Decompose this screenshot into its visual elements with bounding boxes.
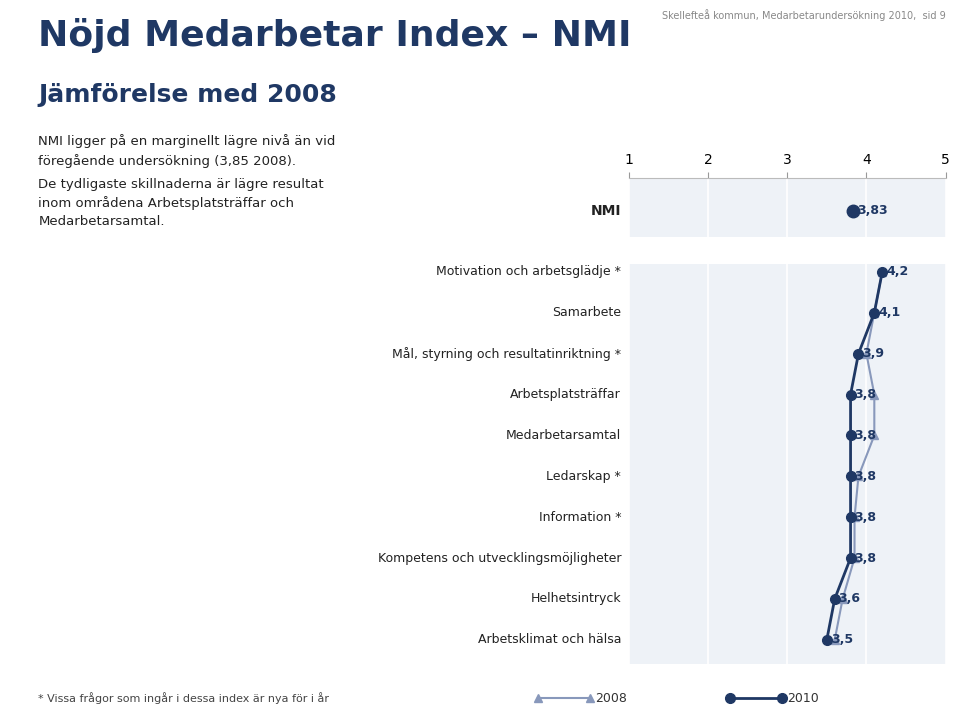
- Text: Information *: Information *: [539, 510, 621, 523]
- Text: Motivation och arbetsglädje *: Motivation och arbetsglädje *: [436, 266, 621, 278]
- Text: Kompetens och utvecklingsmöjligheter: Kompetens och utvecklingsmöjligheter: [377, 552, 621, 565]
- Text: NMI: NMI: [590, 203, 621, 218]
- Text: 3,83: 3,83: [857, 204, 888, 217]
- Text: 4,1: 4,1: [878, 306, 900, 319]
- Text: De tydligaste skillnaderna är lägre resultat
inom områdena Arbetsplatsträffar oc: De tydligaste skillnaderna är lägre resu…: [38, 178, 324, 228]
- Text: 2010: 2010: [787, 692, 819, 705]
- Text: 2008: 2008: [595, 692, 627, 705]
- Text: Skellefteå kommun, Medarbetarundersökning 2010,  sid 9: Skellefteå kommun, Medarbetarundersöknin…: [661, 9, 946, 20]
- Text: 3,8: 3,8: [854, 470, 876, 483]
- Text: Helhetsintryck: Helhetsintryck: [531, 592, 621, 605]
- Text: * Vissa frågor som ingår i dessa index är nya för i år: * Vissa frågor som ingår i dessa index ä…: [38, 693, 329, 704]
- Text: Jämförelse med 2008: Jämförelse med 2008: [38, 83, 337, 107]
- Text: Arbetsplatsträffar: Arbetsplatsträffar: [511, 388, 621, 401]
- Text: Medarbetarsamtal: Medarbetarsamtal: [506, 429, 621, 442]
- Text: Arbetsklimat och hälsa: Arbetsklimat och hälsa: [478, 633, 621, 646]
- Text: 3,8: 3,8: [854, 552, 876, 565]
- Text: Samarbete: Samarbete: [552, 306, 621, 319]
- Bar: [629, 237, 946, 264]
- Text: 3,8: 3,8: [854, 388, 876, 401]
- Text: Nöjd Medarbetar Index – NMI: Nöjd Medarbetar Index – NMI: [38, 18, 632, 53]
- Text: 3,8: 3,8: [854, 510, 876, 523]
- Text: NMI ligger på en marginellt lägre nivå än vid
föregående undersökning (3,85 2008: NMI ligger på en marginellt lägre nivå ä…: [38, 134, 336, 168]
- Text: 3,8: 3,8: [854, 429, 876, 442]
- Text: 3,6: 3,6: [839, 592, 861, 605]
- Text: 3,5: 3,5: [830, 633, 852, 646]
- Text: Ledarskap *: Ledarskap *: [546, 470, 621, 483]
- Text: Mål, styrning och resultatinriktning *: Mål, styrning och resultatinriktning *: [392, 346, 621, 361]
- Text: 3,9: 3,9: [862, 347, 884, 360]
- Text: 4,2: 4,2: [886, 266, 908, 278]
